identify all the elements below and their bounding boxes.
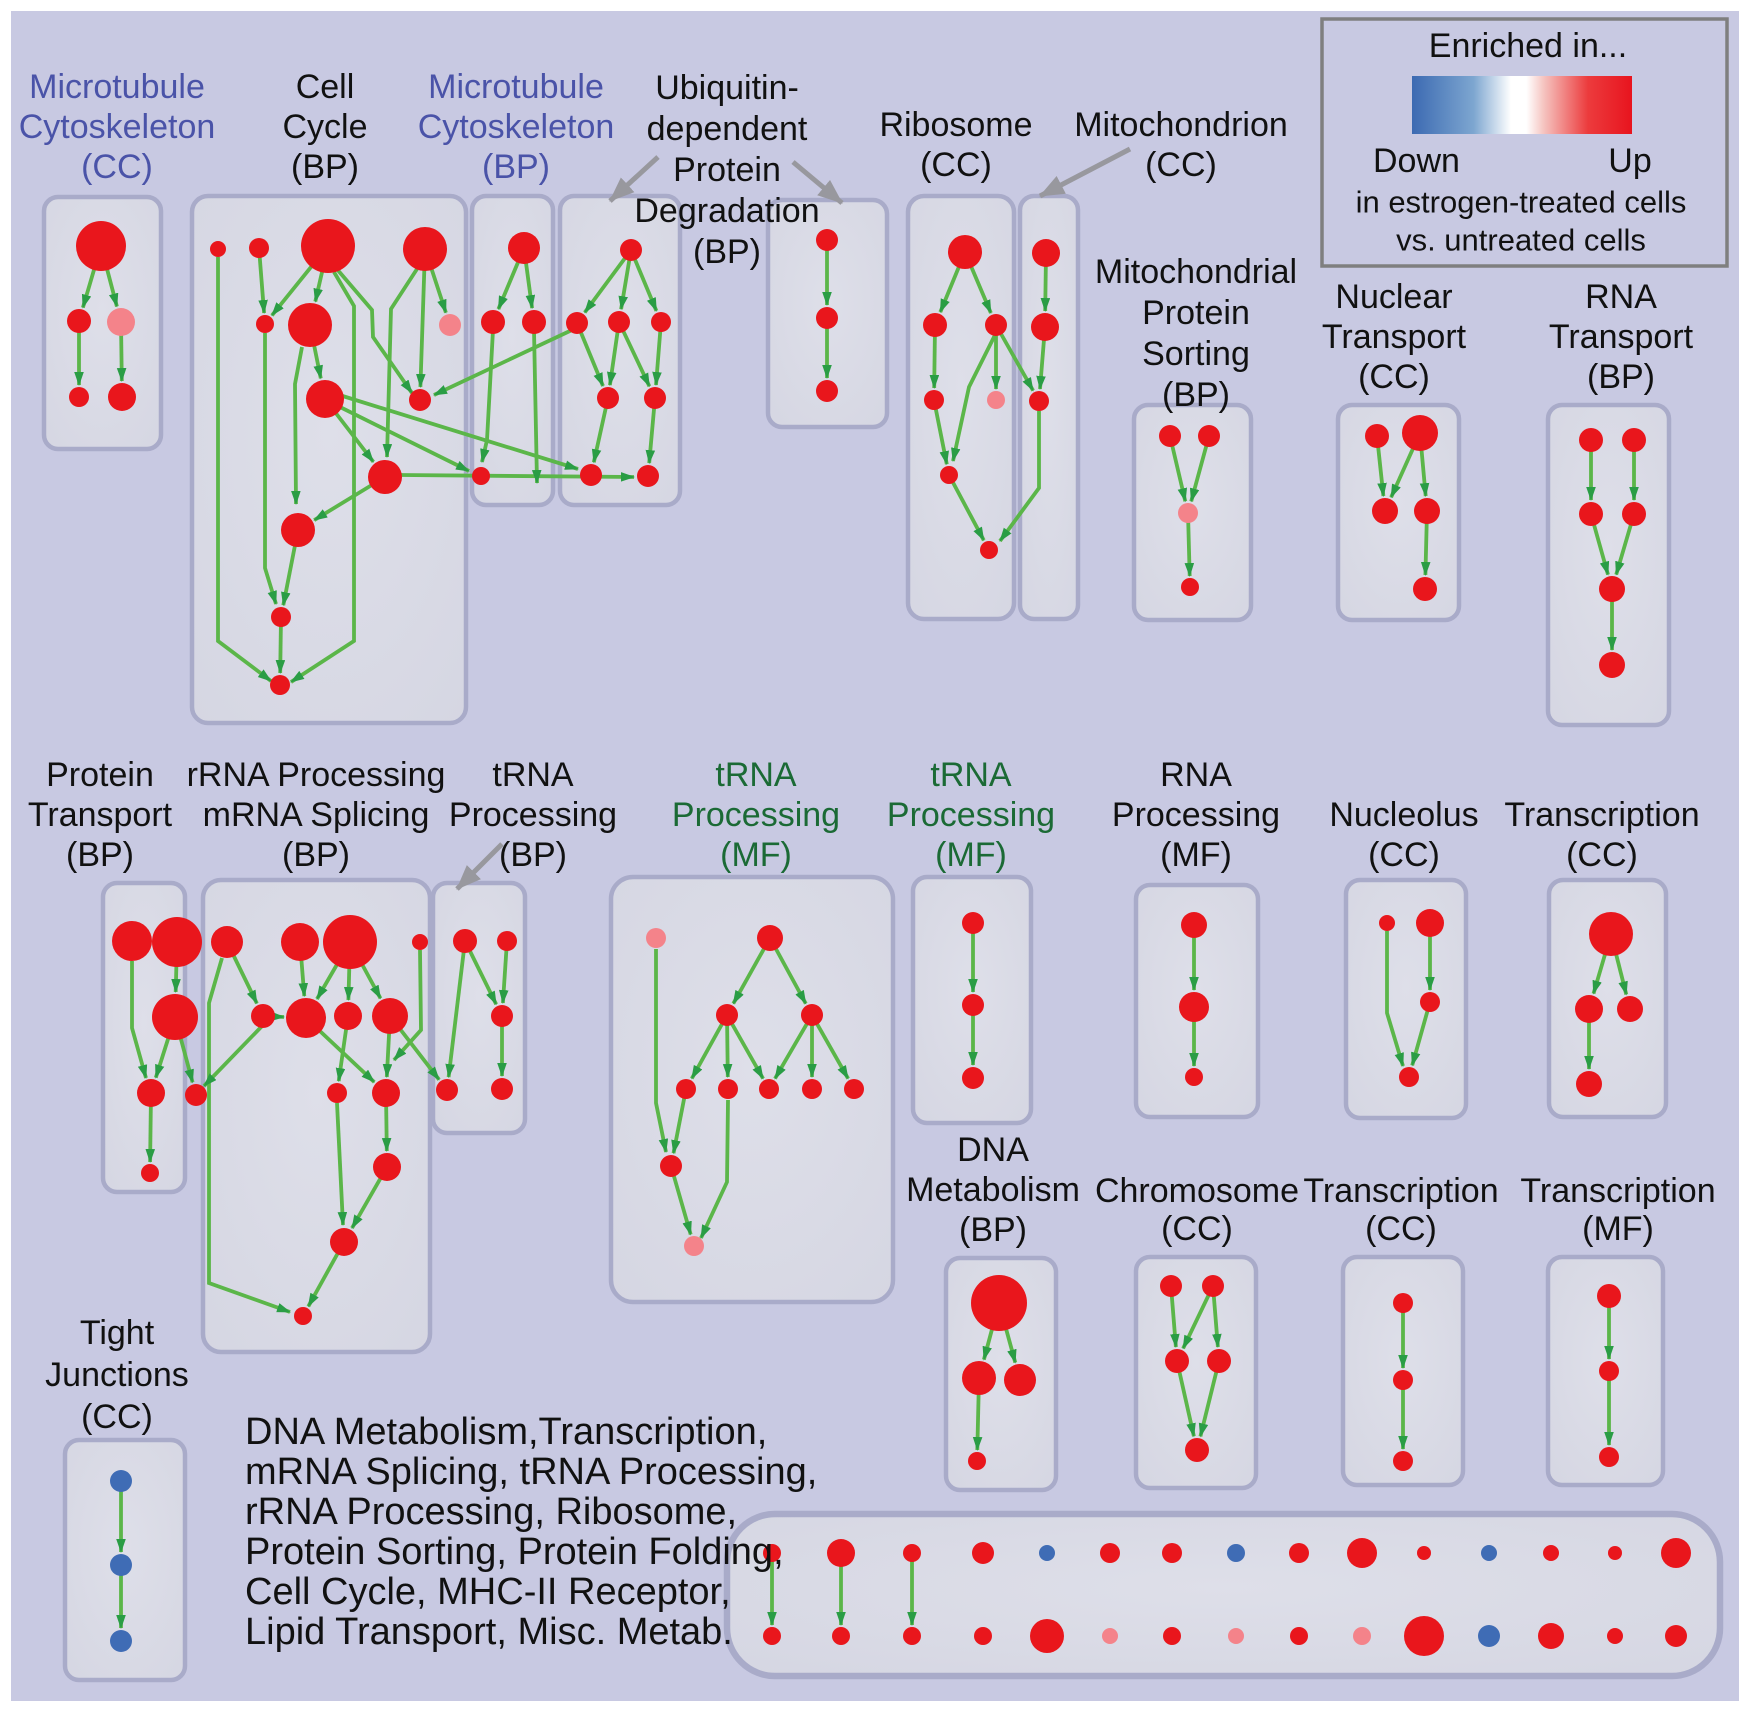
svg-text:Processing: Processing — [1112, 796, 1280, 834]
svg-text:(CC): (CC) — [81, 1398, 153, 1436]
svg-text:in estrogen-treated cells: in estrogen-treated cells — [1356, 185, 1687, 220]
svg-text:Enriched in...: Enriched in... — [1429, 27, 1627, 65]
svg-text:Protein Sorting, Protein Foldi: Protein Sorting, Protein Folding, — [245, 1531, 784, 1573]
svg-text:Mitochondrion: Mitochondrion — [1074, 106, 1288, 144]
svg-text:(MF): (MF) — [1160, 836, 1232, 874]
svg-text:(BP): (BP) — [959, 1211, 1027, 1249]
svg-text:mRNA Splicing: mRNA Splicing — [203, 796, 430, 834]
svg-text:Microtubule: Microtubule — [428, 68, 604, 106]
svg-text:Protein: Protein — [1142, 294, 1250, 332]
svg-text:Sorting: Sorting — [1142, 335, 1250, 373]
svg-text:Transport: Transport — [1322, 318, 1467, 356]
svg-text:(CC): (CC) — [1368, 836, 1440, 874]
svg-text:RNA: RNA — [1585, 278, 1657, 316]
svg-text:Cycle: Cycle — [282, 108, 367, 146]
svg-text:vs. untreated cells: vs. untreated cells — [1396, 223, 1646, 258]
svg-text:Transcription: Transcription — [1504, 796, 1699, 834]
svg-text:tRNA: tRNA — [492, 756, 574, 794]
svg-text:(BP): (BP) — [1162, 376, 1230, 414]
svg-text:Cytoskeleton: Cytoskeleton — [418, 108, 615, 146]
svg-text:(CC): (CC) — [1358, 358, 1430, 396]
svg-text:Junctions: Junctions — [45, 1356, 189, 1394]
svg-text:Protein: Protein — [46, 756, 154, 794]
svg-text:(MF): (MF) — [1582, 1210, 1654, 1248]
svg-text:RNA: RNA — [1160, 756, 1232, 794]
svg-text:Up: Up — [1608, 142, 1651, 180]
svg-text:Transport: Transport — [28, 796, 173, 834]
svg-text:(MF): (MF) — [935, 836, 1007, 874]
svg-text:(BP): (BP) — [291, 148, 359, 186]
svg-text:Tight: Tight — [80, 1314, 155, 1352]
svg-text:DNA: DNA — [957, 1131, 1029, 1169]
svg-text:(BP): (BP) — [499, 836, 567, 874]
svg-text:Transport: Transport — [1549, 318, 1694, 356]
svg-text:(BP): (BP) — [482, 148, 550, 186]
svg-text:rRNA Processing, Ribosome,: rRNA Processing, Ribosome, — [245, 1491, 737, 1533]
svg-text:(CC): (CC) — [81, 148, 153, 186]
svg-text:dependent: dependent — [647, 110, 808, 148]
svg-text:DNA Metabolism,Transcription,: DNA Metabolism,Transcription, — [245, 1411, 767, 1453]
svg-text:Degradation: Degradation — [634, 192, 819, 230]
svg-text:Protein: Protein — [673, 151, 781, 189]
svg-text:tRNA: tRNA — [715, 756, 797, 794]
svg-text:mRNA Splicing, tRNA Processing: mRNA Splicing, tRNA Processing, — [245, 1451, 817, 1493]
svg-text:(BP): (BP) — [66, 836, 134, 874]
svg-text:Mitochondrial: Mitochondrial — [1095, 253, 1297, 291]
svg-text:(CC): (CC) — [920, 146, 992, 184]
svg-text:Processing: Processing — [449, 796, 617, 834]
svg-text:(BP): (BP) — [282, 836, 350, 874]
svg-text:Transcription: Transcription — [1303, 1172, 1498, 1210]
svg-text:Down: Down — [1373, 142, 1460, 180]
svg-text:Lipid Transport, Misc. Metab.: Lipid Transport, Misc. Metab. — [245, 1611, 733, 1653]
svg-text:Nucleolus: Nucleolus — [1329, 796, 1478, 834]
svg-text:rRNA Processing: rRNA Processing — [187, 756, 446, 794]
svg-text:Metabolism: Metabolism — [906, 1171, 1080, 1209]
svg-text:(CC): (CC) — [1365, 1210, 1437, 1248]
svg-text:Cell Cycle, MHC-II Receptor,: Cell Cycle, MHC-II Receptor, — [245, 1571, 731, 1613]
svg-text:Cytoskeleton: Cytoskeleton — [19, 108, 216, 146]
svg-text:Processing: Processing — [887, 796, 1055, 834]
svg-text:(CC): (CC) — [1161, 1210, 1233, 1248]
svg-text:Microtubule: Microtubule — [29, 68, 205, 106]
svg-text:(BP): (BP) — [1587, 358, 1655, 396]
svg-text:(MF): (MF) — [720, 836, 792, 874]
svg-text:(BP): (BP) — [693, 233, 761, 271]
svg-text:Nuclear: Nuclear — [1335, 278, 1452, 316]
svg-text:(CC): (CC) — [1566, 836, 1638, 874]
svg-text:Chromosome: Chromosome — [1095, 1172, 1299, 1210]
svg-text:(CC): (CC) — [1145, 146, 1217, 184]
svg-text:Processing: Processing — [672, 796, 840, 834]
svg-text:Ribosome: Ribosome — [879, 106, 1032, 144]
svg-text:Transcription: Transcription — [1520, 1172, 1715, 1210]
svg-text:Ubiquitin-: Ubiquitin- — [655, 69, 799, 107]
svg-text:Cell: Cell — [296, 68, 355, 106]
svg-text:tRNA: tRNA — [930, 756, 1012, 794]
